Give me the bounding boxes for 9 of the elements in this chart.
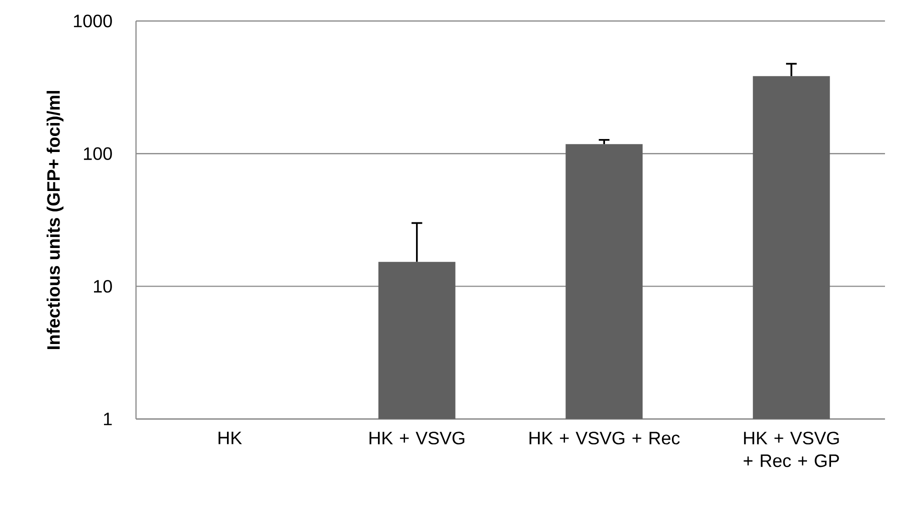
x-tick-label: HK xyxy=(218,432,242,444)
y-tick-label: 100 xyxy=(84,147,112,160)
x-tick-label: HK + VSVG + Rec xyxy=(530,432,680,444)
y-axis-title: Infectious units (GFP+ foci)/ml xyxy=(46,91,64,350)
y-tick-label: 1000 xyxy=(74,14,112,28)
x-tick-label: HK + VSVG + Rec + GP xyxy=(744,432,839,468)
x-tick-label: HK + VSVG xyxy=(370,432,464,444)
y-tick-label: 10 xyxy=(94,280,112,293)
y-tick-label: 1 xyxy=(104,412,112,426)
